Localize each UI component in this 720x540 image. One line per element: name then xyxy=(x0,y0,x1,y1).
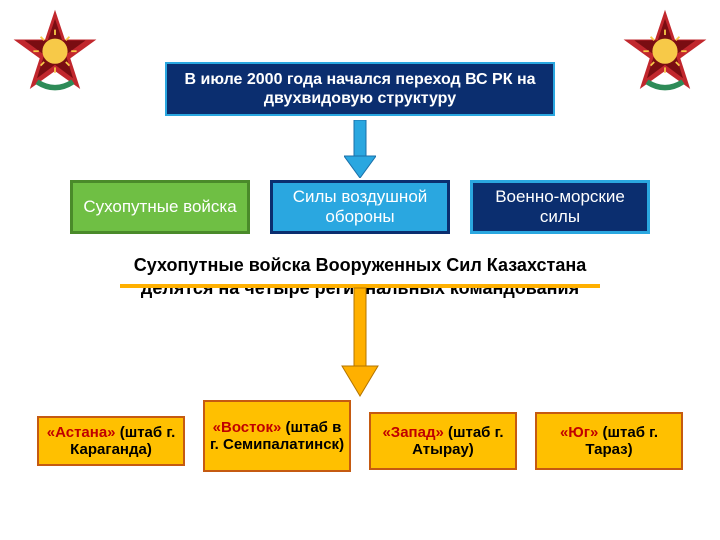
emblem-right xyxy=(620,8,710,98)
command-name: «Астана» xyxy=(47,424,116,441)
branch-ground: Сухопутные войска xyxy=(70,180,250,234)
command-name: «Восток» xyxy=(213,419,282,436)
top-banner: В июле 2000 года начался переход ВС РК н… xyxy=(165,62,555,116)
branch-label: Военно-морские силы xyxy=(477,187,643,226)
branch-air: Силы воздушной обороны xyxy=(270,180,450,234)
command-name: «Запад» xyxy=(382,424,443,441)
arrow-mid xyxy=(60,284,660,405)
branch-label: Силы воздушной обороны xyxy=(277,187,443,226)
arrow-top xyxy=(344,120,376,183)
commands-row: «Астана» (штаб г. Караганда) «Восток» (ш… xyxy=(0,400,720,472)
emblem-left xyxy=(10,8,100,98)
branch-navy: Военно-морские силы xyxy=(470,180,650,234)
command-name: «Юг» xyxy=(560,424,598,441)
branches-row: Сухопутные войска Силы воздушной обороны… xyxy=(0,180,720,234)
branch-label: Сухопутные войска xyxy=(83,197,236,217)
command-vostok: «Восток» (штаб в г. Семипалатинск) xyxy=(203,400,351,472)
command-yug: «Юг» (штаб г. Тараз) xyxy=(535,412,683,470)
command-zapad: «Запад» (штаб г. Атырау) xyxy=(369,412,517,470)
command-astana: «Астана» (штаб г. Караганда) xyxy=(37,416,185,466)
top-banner-text: В июле 2000 года начался переход ВС РК н… xyxy=(173,70,547,108)
